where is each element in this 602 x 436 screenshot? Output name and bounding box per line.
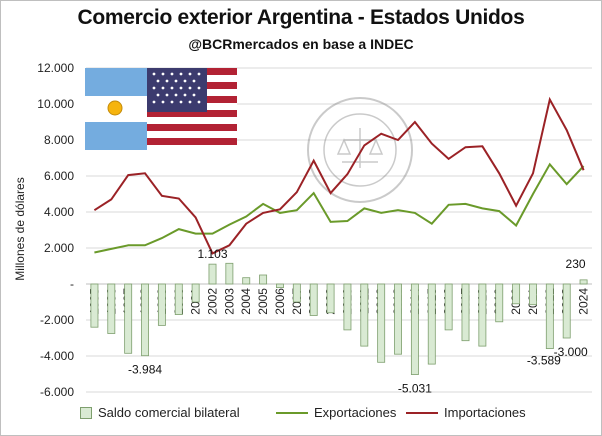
argentina-flag bbox=[85, 68, 147, 150]
bar-saldo-2024 bbox=[579, 279, 588, 285]
y-tick-label: 8.000 bbox=[44, 133, 74, 147]
legend-item-exportaciones: Exportaciones bbox=[276, 405, 396, 420]
legend-item-saldo: Saldo comercial bilateral bbox=[80, 405, 240, 420]
sun-of-may-icon bbox=[107, 100, 123, 116]
legend-label-exportaciones: Exportaciones bbox=[314, 405, 397, 420]
x-tick-label: 2024 bbox=[577, 288, 591, 315]
legend-item-importaciones: Importaciones bbox=[406, 405, 526, 420]
bar-saldo-2007 bbox=[292, 283, 301, 303]
data-label-2024: 230 bbox=[566, 257, 586, 271]
importaciones-line bbox=[93, 96, 585, 255]
data-label-2014: -5.031 bbox=[398, 382, 432, 396]
bar-saldo-2011 bbox=[360, 283, 369, 347]
bar-saldo-2021 bbox=[529, 283, 537, 306]
bar-saldo-2003 bbox=[225, 262, 234, 285]
data-label-2023: -3.000 bbox=[554, 345, 588, 359]
y-axis-label: Millones de dólares bbox=[13, 177, 27, 280]
legend: Saldo comercial bilateral Exportaciones … bbox=[80, 405, 550, 427]
bar-saldo-2014 bbox=[410, 283, 419, 375]
bar-saldo-2016 bbox=[444, 283, 453, 331]
bar-saldo-2019 bbox=[495, 283, 504, 323]
data-label-2022: -3.589 bbox=[527, 354, 561, 368]
bar-saldo-2018 bbox=[478, 283, 487, 347]
x-tick-label: 2005 bbox=[256, 288, 270, 315]
y-tick-label: -6.000 bbox=[40, 385, 74, 399]
bar-saldo-1997 bbox=[124, 283, 133, 354]
data-labels: -3.984 1.103 -5.031 -3.589-3.000 230 bbox=[128, 247, 588, 395]
x-tick-label: 2003 bbox=[222, 288, 236, 315]
bar-saldo-2004 bbox=[242, 277, 251, 285]
y-tick-label: - bbox=[70, 277, 74, 291]
y-tick-label: -4.000 bbox=[40, 349, 74, 363]
argentina-us-flags bbox=[85, 68, 237, 150]
bar-saldo-2000 bbox=[174, 283, 183, 316]
bar-saldo-2012 bbox=[377, 283, 386, 363]
legend-swatch-saldo bbox=[80, 406, 92, 419]
y-tick-label: -2.000 bbox=[40, 313, 74, 327]
y-tick-label: 6.000 bbox=[44, 169, 74, 183]
legend-label-saldo: Saldo comercial bilateral bbox=[98, 405, 240, 420]
bar-saldo-1996 bbox=[107, 283, 116, 334]
bar-saldo-2023 bbox=[562, 283, 571, 339]
y-tick-label: 10.000 bbox=[37, 97, 74, 111]
exportaciones-line bbox=[94, 162, 585, 254]
y-tick-label: 12.000 bbox=[37, 61, 74, 75]
x-tick-label: 2004 bbox=[239, 288, 253, 315]
y-axis-tick-labels: -6.000-4.000-2.000-2.0004.0006.0008.0001… bbox=[37, 61, 74, 399]
y-tick-label: 4.000 bbox=[44, 205, 74, 219]
legend-swatch-importaciones bbox=[406, 411, 438, 414]
bar-saldo-1998 bbox=[141, 283, 149, 357]
bar-saldo-2010 bbox=[343, 283, 352, 331]
bar-saldo-2002 bbox=[208, 263, 217, 285]
y-tick-label: 2.000 bbox=[44, 241, 74, 255]
bar-saldo-2009 bbox=[326, 283, 335, 314]
legend-swatch-exportaciones bbox=[276, 411, 308, 414]
x-tick-label: 2002 bbox=[206, 288, 220, 315]
legend-label-importaciones: Importaciones bbox=[444, 405, 526, 420]
chart-subtitle: @BCRmercados en base a INDEC bbox=[188, 36, 414, 52]
bar-saldo-2022 bbox=[545, 283, 554, 350]
bar-saldo-2006 bbox=[276, 283, 284, 288]
bar-saldo-2015 bbox=[427, 283, 436, 365]
bar-saldo-2017 bbox=[461, 283, 470, 342]
chart-title: Comercio exterior Argentina - Estados Un… bbox=[77, 6, 525, 29]
saldo-bars bbox=[90, 262, 588, 375]
bar-saldo-2005 bbox=[259, 274, 268, 285]
us-flag bbox=[147, 68, 237, 150]
bar-saldo-1999 bbox=[157, 283, 166, 326]
bar-saldo-2001 bbox=[191, 283, 200, 303]
bar-saldo-2013 bbox=[394, 283, 402, 355]
stars-icon bbox=[152, 72, 201, 104]
data-label-2002: 1.103 bbox=[197, 247, 227, 261]
bar-saldo-2008 bbox=[309, 283, 318, 316]
x-tick-label: 2006 bbox=[273, 288, 287, 315]
bar-saldo-2020 bbox=[512, 283, 521, 305]
data-label-1998: -3.984 bbox=[128, 363, 162, 377]
bolsa-de-comercio-de-rosario-seal bbox=[307, 97, 413, 203]
bar-saldo-1995 bbox=[90, 283, 99, 328]
